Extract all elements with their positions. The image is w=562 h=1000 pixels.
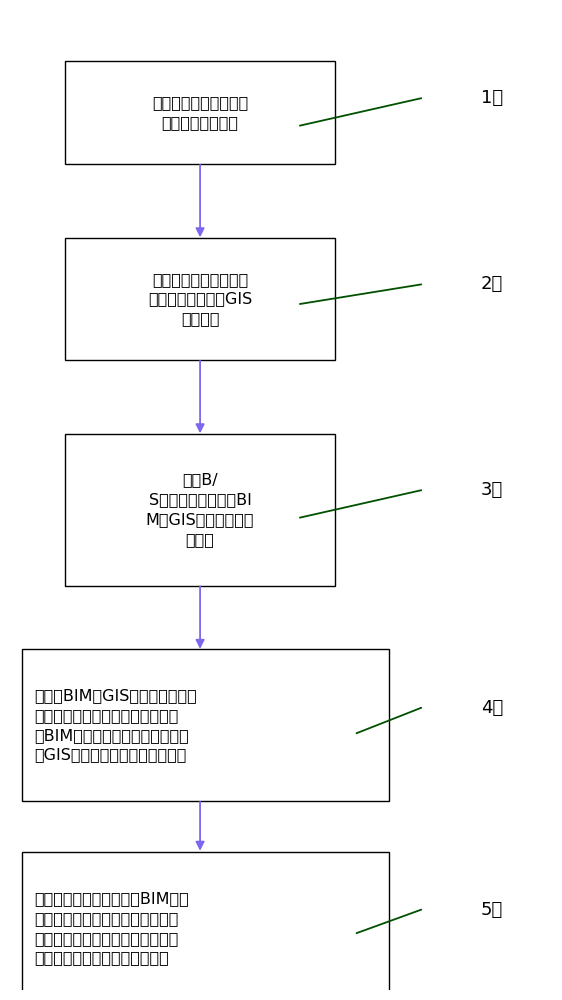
Text: 2）: 2） (481, 275, 503, 293)
Bar (65, 61, 335, 164)
Bar (65, 434, 335, 586)
Bar (22, 852, 389, 1000)
Text: 根据B/
S网络架构建立基于BI
M和GIS的三维线路设
计平台: 根据B/ S网络架构建立基于BI M和GIS的三维线路设 计平台 (146, 473, 255, 547)
Text: 在基于BIM和GIS的三维线路设计
平台中，通过变电站的参数数据进
行BIM模型数据库的构建，并且根
据GIS图像信息进行空间布局配置: 在基于BIM和GIS的三维线路设计 平台中，通过变电站的参数数据进 行BIM模型… (34, 688, 197, 763)
Text: 获取待构建模型的变电
站的参数数据以及GIS
图像信息: 获取待构建模型的变电 站的参数数据以及GIS 图像信息 (148, 272, 252, 326)
Text: 3）: 3） (481, 481, 503, 499)
Text: 1）: 1） (481, 89, 503, 107)
Text: 通过结合空间布局配置和BIM模型
数据库进行变电站整体模型构建，
并且根据变电站整体模型进行展示
、查询、检索、定位和安全管理: 通过结合空间布局配置和BIM模型 数据库进行变电站整体模型构建， 并且根据变电站… (34, 891, 189, 965)
Text: 4）: 4） (481, 699, 503, 717)
Bar (22, 649, 389, 801)
Text: 5）: 5） (481, 901, 503, 919)
Bar (65, 238, 335, 360)
Text: 确定待构建模型的变电
站的电气设计范围: 确定待构建模型的变电 站的电气设计范围 (152, 96, 248, 130)
